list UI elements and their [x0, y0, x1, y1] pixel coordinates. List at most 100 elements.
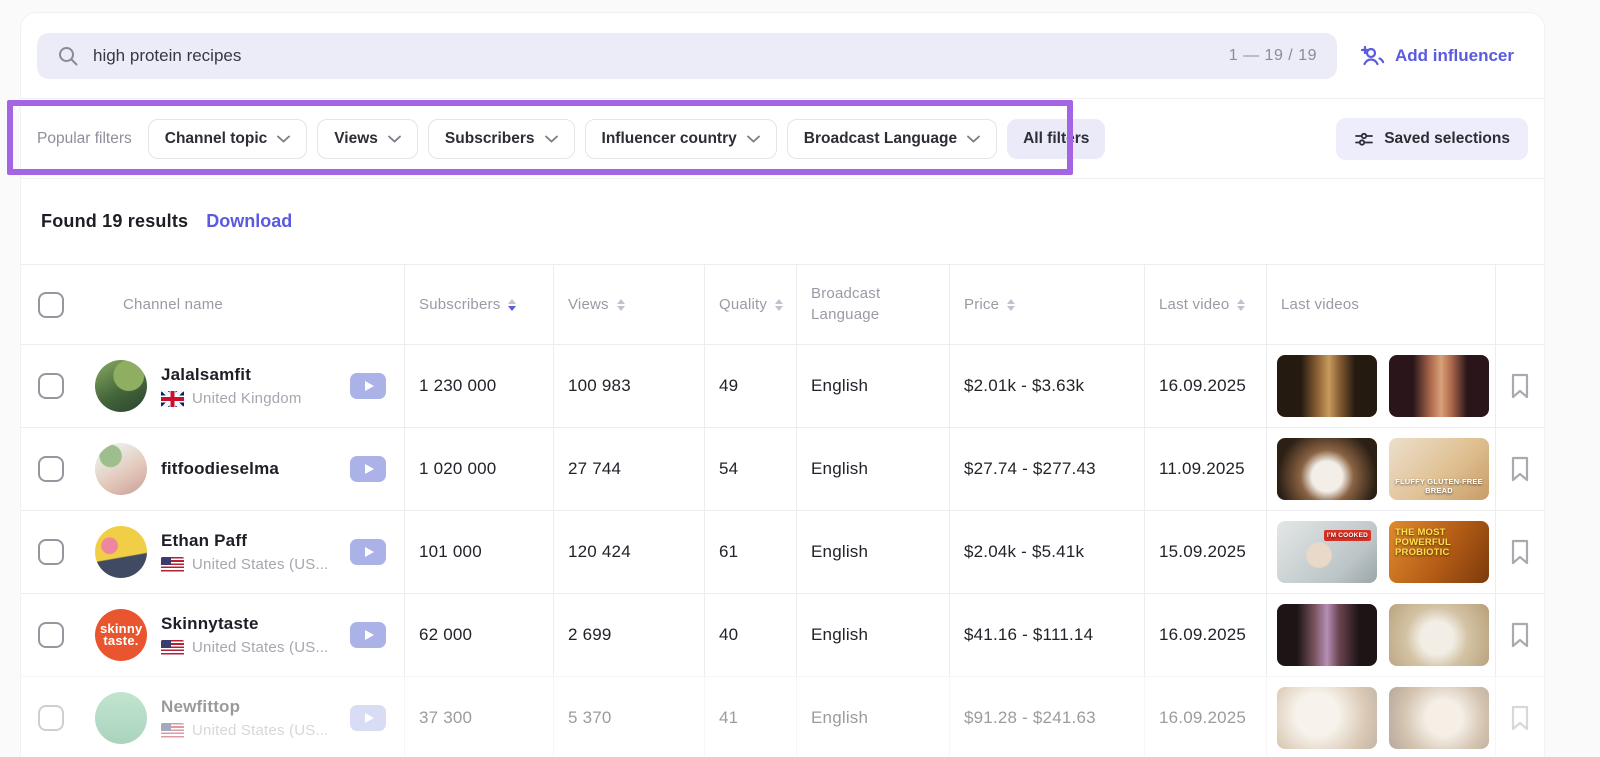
chevron-down-icon — [277, 135, 291, 143]
language-value: English — [796, 428, 949, 510]
video-thumbnail[interactable] — [1277, 438, 1377, 500]
table-row: skinny taste. Skinnytaste United States … — [21, 593, 1544, 676]
col-bookmark — [1495, 265, 1544, 344]
avatar-logo-text: skinny taste. — [100, 620, 143, 648]
video-thumbnail[interactable]: FLUFFY GLUTEN-FREE BREAD — [1389, 438, 1489, 500]
video-thumbnail[interactable]: I'M COOKED — [1277, 521, 1377, 583]
bookmark-icon[interactable] — [1509, 705, 1531, 731]
video-thumbnail[interactable] — [1277, 604, 1377, 666]
avatar[interactable]: skinny taste. — [95, 609, 147, 661]
results-summary-row: Found 19 results Download — [21, 179, 1544, 264]
video-thumbnail[interactable] — [1277, 355, 1377, 417]
chevron-down-icon — [746, 135, 760, 143]
saved-selections-button[interactable]: Saved selections — [1336, 117, 1528, 160]
col-channel-name: Channel name — [123, 296, 223, 313]
sliders-icon — [1354, 130, 1374, 148]
channel-country: United Kingdom — [192, 390, 302, 407]
price-value: $41.16 - $111.14 — [949, 594, 1144, 676]
filter-label: Broadcast Language — [803, 129, 958, 147]
sort-icon — [508, 298, 517, 311]
avatar[interactable] — [95, 360, 147, 412]
search-input[interactable]: high protein recipes 1 — 19 / 19 — [37, 32, 1337, 79]
row-checkbox[interactable] — [38, 622, 64, 648]
popular-filters-label: Popular filters — [37, 129, 132, 147]
price-value: $27.74 - $277.43 — [949, 428, 1144, 510]
filter-broadcast-language[interactable]: Broadcast Language — [786, 118, 998, 159]
filter-label: Subscribers — [444, 129, 535, 147]
channel-name[interactable]: Skinnytaste — [161, 614, 259, 633]
results-count: Found 19 results — [41, 211, 189, 231]
channel-name[interactable]: Jalalsamfit — [161, 365, 252, 384]
filter-label: Views — [334, 129, 378, 147]
youtube-play-icon[interactable] — [350, 705, 386, 731]
us-flag-icon — [161, 639, 184, 656]
download-link[interactable]: Download — [206, 211, 293, 231]
chevron-down-icon — [967, 135, 980, 143]
video-thumbnail[interactable]: THE MOST POWERFUL PROBIOTIC — [1389, 521, 1489, 583]
bookmark-icon[interactable] — [1509, 456, 1531, 482]
language-value: English — [796, 677, 949, 757]
results-card: high protein recipes 1 — 19 / 19 Add inf… — [20, 12, 1545, 757]
chevron-down-icon — [544, 135, 558, 143]
last-video-date: 16.09.2025 — [1144, 677, 1266, 757]
language-value: English — [796, 594, 949, 676]
row-checkbox[interactable] — [38, 539, 64, 565]
us-flag-icon — [161, 556, 184, 573]
subscribers-value: 37 300 — [404, 677, 553, 757]
all-filters-button[interactable]: All filters — [1007, 118, 1106, 159]
youtube-play-icon[interactable] — [350, 456, 386, 482]
avatar[interactable] — [95, 692, 147, 744]
bookmark-icon[interactable] — [1509, 373, 1531, 399]
filter-subscribers[interactable]: Subscribers — [427, 118, 575, 159]
views-value: 27 744 — [553, 428, 704, 510]
col-last-video-sort[interactable]: Last video — [1144, 265, 1266, 344]
filter-views[interactable]: Views — [317, 118, 418, 159]
channel-name[interactable]: fitfoodieselma — [161, 459, 280, 478]
table-row: Ethan Paff United States (US... 101 000 … — [21, 510, 1544, 593]
channel-country: United States (US... — [192, 722, 329, 739]
col-last-videos: Last videos — [1266, 265, 1495, 344]
add-influencer-button[interactable]: Add influencer — [1355, 45, 1528, 67]
select-all-checkbox[interactable] — [38, 291, 64, 318]
video-thumbnail[interactable] — [1389, 355, 1489, 417]
last-video-date: 16.09.2025 — [1144, 594, 1266, 676]
video-thumbnail[interactable] — [1277, 687, 1377, 749]
thumbnail-caption: THE MOST POWERFUL PROBIOTIC — [1395, 527, 1451, 558]
col-views-sort[interactable]: Views — [553, 265, 704, 344]
bookmark-icon[interactable] — [1509, 539, 1531, 565]
channel-country: United States (US... — [192, 556, 329, 573]
row-checkbox[interactable] — [38, 373, 64, 399]
views-value: 2 699 — [553, 594, 704, 676]
add-person-icon — [1359, 45, 1385, 67]
quality-value: 49 — [704, 345, 796, 427]
video-thumbnail[interactable] — [1389, 687, 1489, 749]
bookmark-icon[interactable] — [1509, 622, 1531, 648]
saved-selections-label: Saved selections — [1384, 129, 1510, 147]
quality-value: 54 — [704, 428, 796, 510]
channel-name[interactable]: Newfittop — [161, 697, 241, 716]
filter-bar: Popular filters Channel topic Views Subs… — [21, 98, 1544, 179]
filter-label: Channel topic — [164, 129, 268, 147]
youtube-play-icon[interactable] — [350, 539, 386, 565]
filter-influencer-country[interactable]: Influencer country — [584, 118, 777, 159]
youtube-play-icon[interactable] — [350, 622, 386, 648]
subscribers-value: 101 000 — [404, 511, 553, 593]
price-value: $2.01k - $3.63k — [949, 345, 1144, 427]
filter-channel-topic[interactable]: Channel topic — [147, 118, 308, 159]
table-row: fitfoodieselma 1 020 000 27 744 54 Engli… — [21, 427, 1544, 510]
col-subscribers-sort[interactable]: Subscribers — [404, 265, 553, 344]
col-price-sort[interactable]: Price — [949, 265, 1144, 344]
avatar[interactable] — [95, 443, 147, 495]
channel-name[interactable]: Ethan Paff — [161, 531, 248, 550]
col-broadcast-language: Broadcast Language — [796, 265, 949, 344]
views-value: 100 983 — [553, 345, 704, 427]
search-row: high protein recipes 1 — 19 / 19 Add inf… — [21, 13, 1544, 98]
youtube-play-icon[interactable] — [350, 373, 386, 399]
language-value: English — [796, 511, 949, 593]
col-quality-sort[interactable]: Quality — [704, 265, 796, 344]
row-checkbox[interactable] — [38, 456, 64, 482]
video-thumbnail[interactable] — [1389, 604, 1489, 666]
avatar[interactable] — [95, 526, 147, 578]
row-checkbox[interactable] — [38, 705, 64, 731]
